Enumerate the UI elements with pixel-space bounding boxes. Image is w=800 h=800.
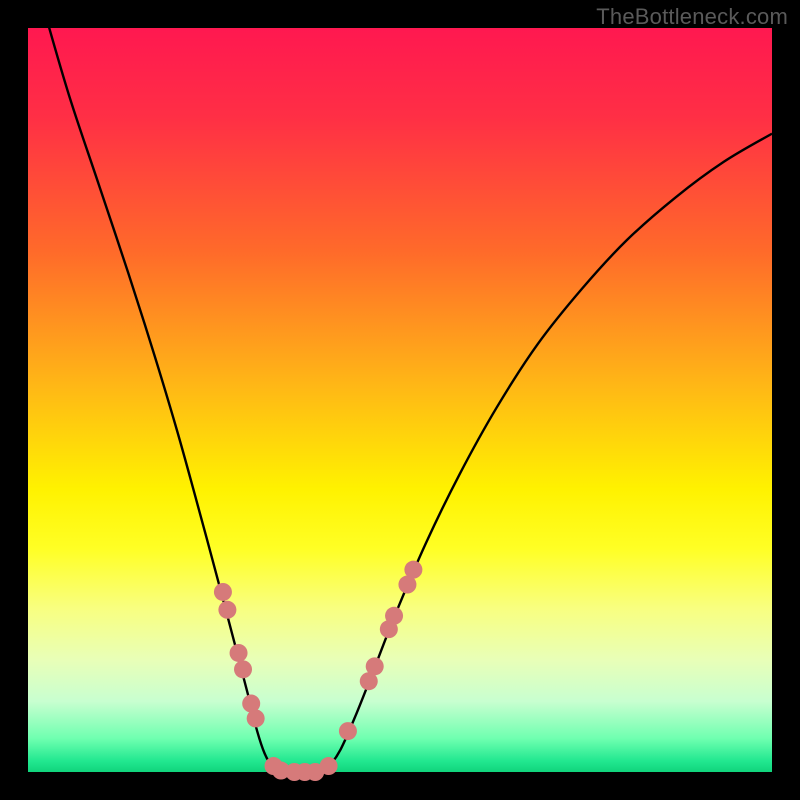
- data-marker: [218, 601, 236, 619]
- data-marker: [230, 644, 248, 662]
- data-marker: [234, 660, 252, 678]
- data-marker: [247, 709, 265, 727]
- gradient-background: [28, 28, 772, 772]
- data-marker: [366, 657, 384, 675]
- data-marker: [385, 607, 403, 625]
- data-marker: [339, 722, 357, 740]
- data-marker: [320, 757, 338, 775]
- watermark-text: TheBottleneck.com: [596, 4, 788, 30]
- bottleneck-chart: [0, 0, 800, 800]
- data-marker: [214, 583, 232, 601]
- data-marker: [404, 561, 422, 579]
